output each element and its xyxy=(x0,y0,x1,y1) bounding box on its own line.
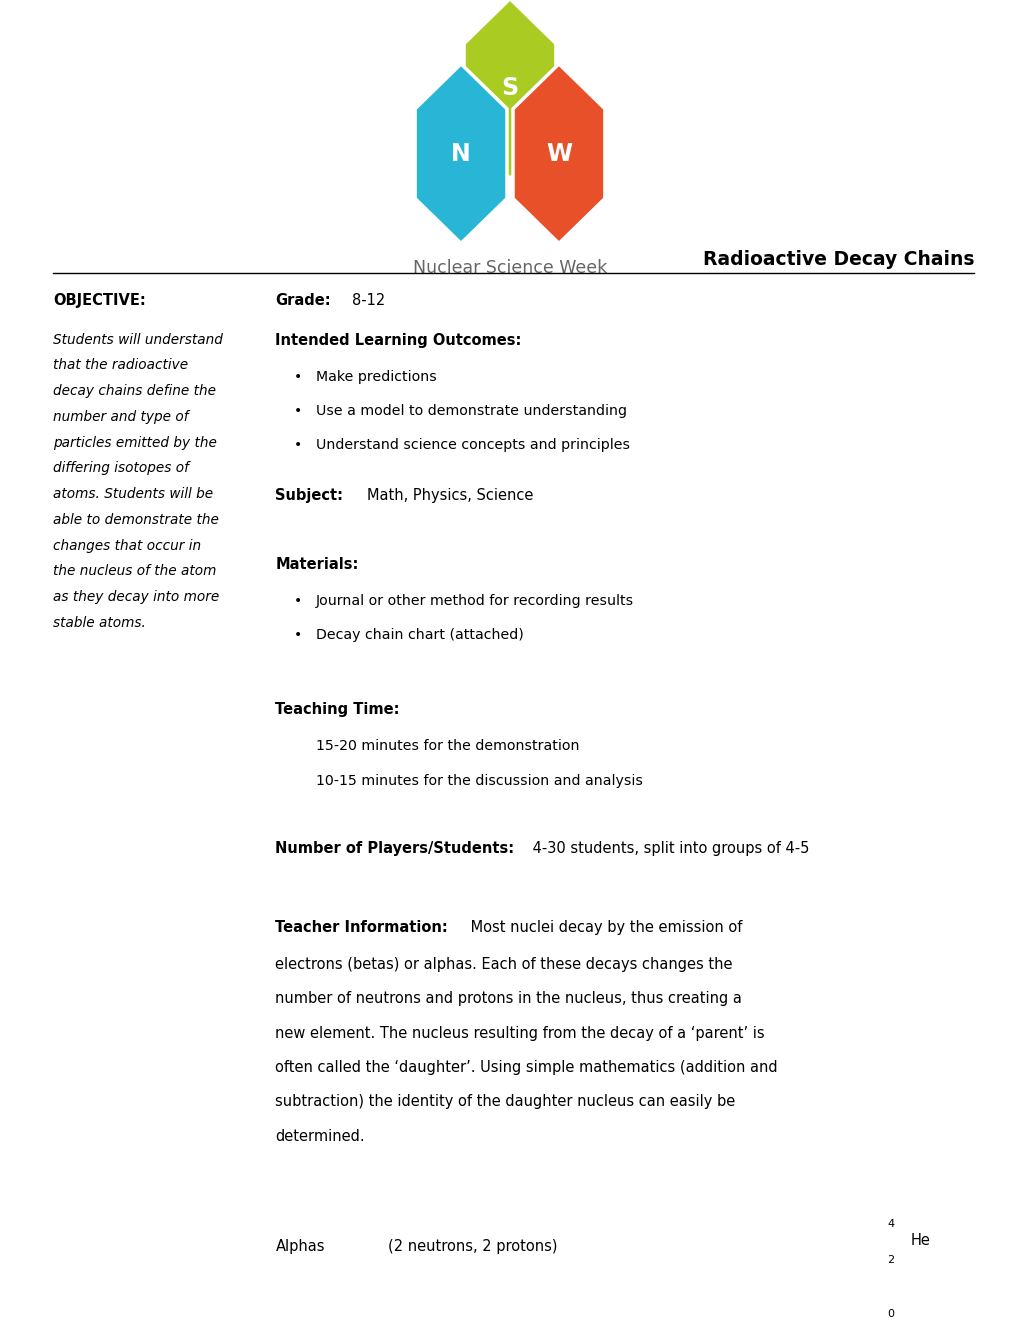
Text: •: • xyxy=(293,370,302,384)
Text: number of neutrons and protons in the nucleus, thus creating a: number of neutrons and protons in the nu… xyxy=(275,991,742,1006)
Text: Math, Physics, Science: Math, Physics, Science xyxy=(367,488,533,503)
Text: 4: 4 xyxy=(887,1218,894,1229)
Text: atoms. Students will be: atoms. Students will be xyxy=(53,487,213,502)
Text: Nuclear Science Week: Nuclear Science Week xyxy=(413,259,606,277)
Text: stable atoms.: stable atoms. xyxy=(53,615,146,630)
Text: 2: 2 xyxy=(887,1255,894,1266)
Text: Number of Players/Students:: Number of Players/Students: xyxy=(275,841,514,855)
Text: subtraction) the identity of the daughter nucleus can easily be: subtraction) the identity of the daughte… xyxy=(275,1094,735,1109)
Text: differing isotopes of: differing isotopes of xyxy=(53,462,189,475)
Text: 8-12: 8-12 xyxy=(352,293,385,308)
Text: (2 neutrons, 2 protons): (2 neutrons, 2 protons) xyxy=(387,1239,556,1254)
Text: Understand science concepts and principles: Understand science concepts and principl… xyxy=(316,438,630,453)
Text: number and type of: number and type of xyxy=(53,409,189,424)
Text: Grade:: Grade: xyxy=(275,293,331,308)
Polygon shape xyxy=(415,63,506,243)
Text: often called the ‘daughter’. Using simple mathematics (addition and: often called the ‘daughter’. Using simpl… xyxy=(275,1060,777,1074)
Text: •: • xyxy=(293,438,302,453)
Text: decay chains define the: decay chains define the xyxy=(53,384,216,399)
Text: as they decay into more: as they decay into more xyxy=(53,590,219,605)
Text: •: • xyxy=(293,594,302,609)
Text: Radioactive Decay Chains: Radioactive Decay Chains xyxy=(702,251,973,269)
Text: 15-20 minutes for the demonstration: 15-20 minutes for the demonstration xyxy=(316,739,579,754)
Text: Use a model to demonstrate understanding: Use a model to demonstrate understanding xyxy=(316,404,627,418)
Text: He: He xyxy=(910,1233,929,1249)
Text: 4-30 students, split into groups of 4-5: 4-30 students, split into groups of 4-5 xyxy=(528,841,809,855)
Text: Teaching Time:: Teaching Time: xyxy=(275,702,399,717)
Text: Materials:: Materials: xyxy=(275,557,359,572)
Text: W: W xyxy=(545,141,572,165)
Text: electrons (betas) or alphas. Each of these decays changes the: electrons (betas) or alphas. Each of the… xyxy=(275,957,733,972)
Text: Alphas: Alphas xyxy=(275,1239,325,1254)
Text: Teacher Information:: Teacher Information: xyxy=(275,920,447,935)
Text: OBJECTIVE:: OBJECTIVE: xyxy=(53,293,146,308)
Polygon shape xyxy=(464,0,555,178)
Text: Decay chain chart (attached): Decay chain chart (attached) xyxy=(316,628,524,643)
Text: changes that occur in: changes that occur in xyxy=(53,539,201,553)
Text: 10-15 minutes for the discussion and analysis: 10-15 minutes for the discussion and ana… xyxy=(316,774,642,788)
Text: Journal or other method for recording results: Journal or other method for recording re… xyxy=(316,594,634,609)
Text: new element. The nucleus resulting from the decay of a ‘parent’ is: new element. The nucleus resulting from … xyxy=(275,1026,764,1040)
Text: Most nuclei decay by the emission of: Most nuclei decay by the emission of xyxy=(466,920,742,935)
Text: Intended Learning Outcomes:: Intended Learning Outcomes: xyxy=(275,333,522,347)
Text: determined.: determined. xyxy=(275,1129,365,1143)
Text: particles emitted by the: particles emitted by the xyxy=(53,436,217,450)
Text: able to demonstrate the: able to demonstrate the xyxy=(53,513,219,527)
Text: Subject:: Subject: xyxy=(275,488,343,503)
Text: Students will understand: Students will understand xyxy=(53,333,223,347)
Text: Make predictions: Make predictions xyxy=(316,370,436,384)
Text: •: • xyxy=(293,628,302,643)
Text: S: S xyxy=(501,77,518,100)
Text: N: N xyxy=(450,141,471,165)
Text: that the radioactive: that the radioactive xyxy=(53,358,187,372)
Text: the nucleus of the atom: the nucleus of the atom xyxy=(53,565,216,578)
Text: •: • xyxy=(293,404,302,418)
Polygon shape xyxy=(513,63,604,243)
Text: 0: 0 xyxy=(887,1308,894,1319)
